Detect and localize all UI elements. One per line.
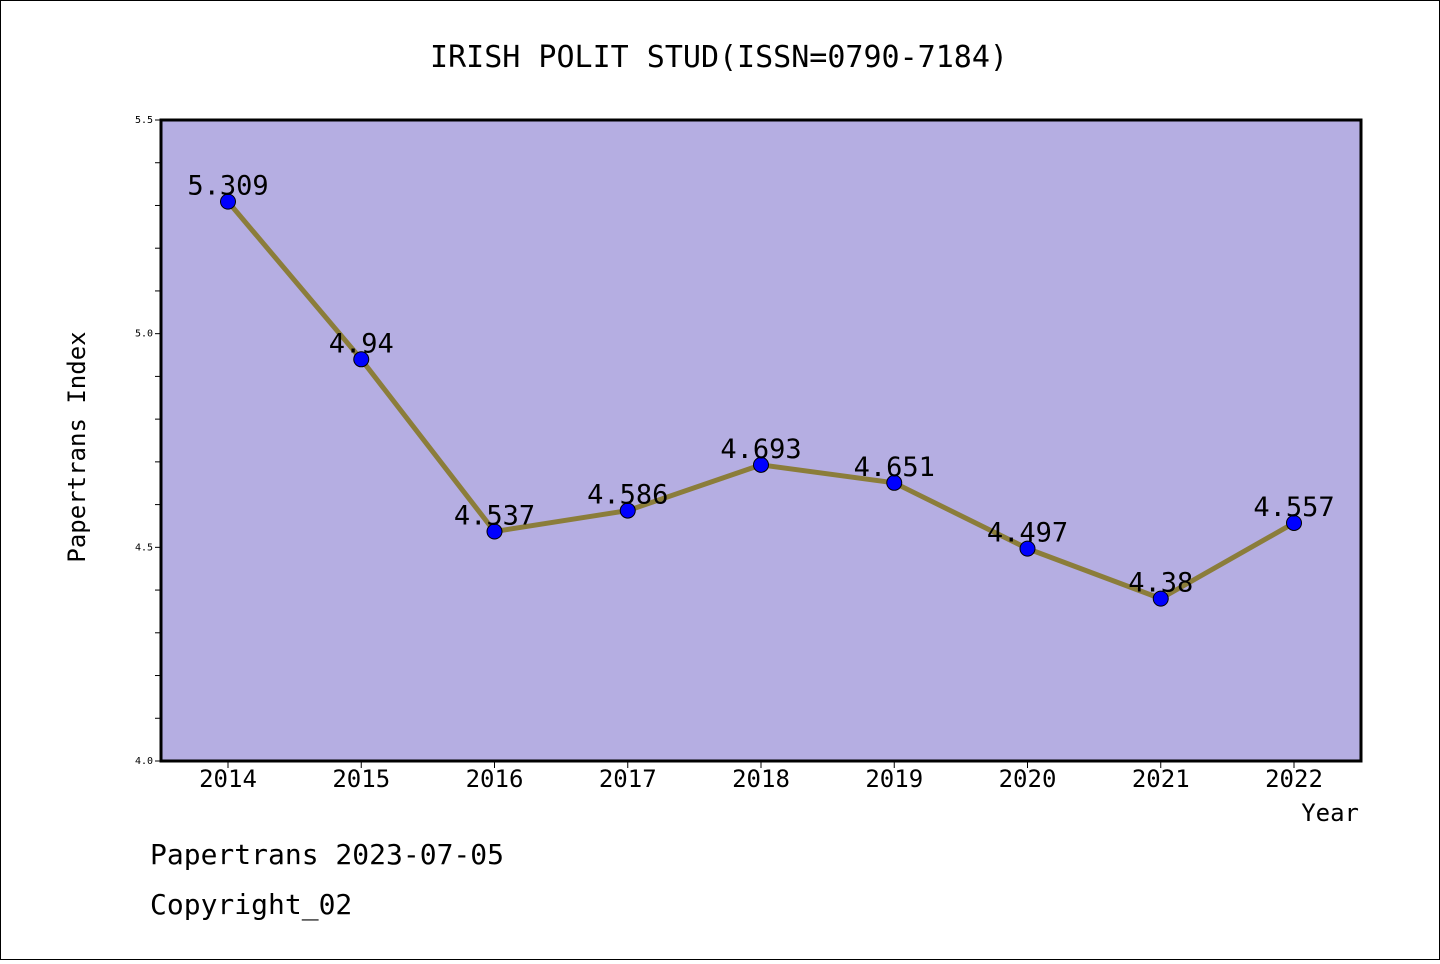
data-point	[353, 351, 370, 368]
data-label: 4.557	[1253, 492, 1334, 523]
x-tick-label: 2018	[732, 765, 790, 793]
data-label: 4.94	[329, 328, 394, 359]
chart-title: IRISH POLIT STUD(ISSN=0790-7184)	[430, 40, 1008, 75]
data-label: 4.586	[587, 480, 668, 511]
footer-date: Papertrans 2023-07-05	[150, 838, 504, 871]
x-tick-label: 2016	[466, 765, 524, 793]
x-tick-label: 2014	[199, 765, 257, 793]
data-point	[886, 474, 903, 491]
data-point	[1019, 540, 1036, 557]
data-point	[753, 456, 769, 473]
data-label: 4.38	[1128, 568, 1193, 599]
data-point	[619, 502, 636, 519]
x-tick-label: 2020	[999, 765, 1057, 793]
data-label: 5.309	[187, 171, 268, 202]
data-point	[1286, 514, 1302, 531]
y-tick-label: 5.0	[135, 329, 153, 340]
x-tick-label: 2019	[865, 765, 923, 793]
y-tick-label: 4.0	[135, 756, 153, 767]
footer-copyright: Copyright_02	[150, 888, 352, 922]
y-axis: 4.0 4.5 5.0 5.5	[135, 115, 161, 767]
data-label: 4.693	[720, 434, 801, 465]
data-point	[220, 193, 236, 210]
x-tick-label: 2017	[599, 765, 657, 793]
x-tick-label: 2021	[1132, 765, 1190, 793]
x-axis-title: Year	[1301, 799, 1359, 827]
data-label: 4.651	[854, 452, 935, 483]
y-tick-label: 5.5	[135, 115, 153, 126]
data-point	[1152, 590, 1169, 607]
y-tick-label: 4.5	[135, 542, 153, 553]
x-axis: 2014 2015 2016 2017 2018 2019 2020 2021 2022	[199, 761, 1323, 793]
data-label: 4.497	[987, 518, 1068, 549]
series: 5.309 4.94 4.537 4.586 4.693 4.651 4.497 4.38 4.…	[187, 171, 1335, 607]
x-tick-label: 2015	[332, 765, 390, 793]
y-axis-title: Papertrans Index	[63, 331, 91, 562]
data-point	[486, 523, 503, 540]
x-tick-label: 2022	[1265, 765, 1323, 793]
plot-area	[159, 118, 1363, 763]
data-label: 4.537	[454, 501, 535, 532]
